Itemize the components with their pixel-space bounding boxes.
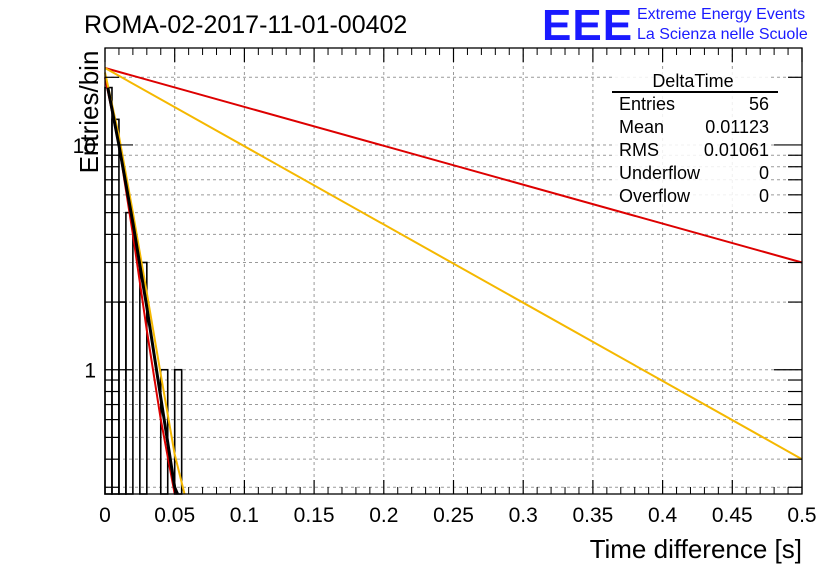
stats-label: Mean xyxy=(619,117,664,137)
histogram-bar xyxy=(104,86,113,495)
y-axis-label: Entries/bin xyxy=(74,51,104,174)
x-tick-label: 0.45 xyxy=(712,504,753,527)
stats-label: Entries xyxy=(619,94,675,114)
x-tick-label: 0 xyxy=(99,504,111,527)
x-tick-label: 0.4 xyxy=(648,504,678,527)
stats-value: 56 xyxy=(749,94,769,114)
run-title: ROMA-02-2017-11-01-00402 xyxy=(84,11,407,39)
histogram-bar xyxy=(118,301,127,495)
stats-value: 0.01061 xyxy=(704,140,769,160)
x-tick-label: 0.05 xyxy=(154,504,195,527)
fit-curve xyxy=(104,67,803,461)
logo-line-1: Extreme Energy Events xyxy=(637,6,805,23)
y-tick-labels: 1 10 xyxy=(73,135,96,383)
x-tick-label: 0.5 xyxy=(787,504,816,527)
stats-label: RMS xyxy=(619,140,659,160)
stats-label: Overflow xyxy=(619,186,691,206)
fit-curve xyxy=(104,72,186,495)
axis-ticks xyxy=(104,48,803,494)
x-axis-label: Time difference [s] xyxy=(590,534,802,564)
x-tick-label: 0.2 xyxy=(369,504,398,527)
stats-box: DeltaTime Entries 56 Mean 0.01123 RMS 0.01061… xyxy=(612,70,778,208)
x-tick-labels: 0 0.05 0.1 0.15 0.2 0.25 0.3 0.35 0.4 0.45 0.5 xyxy=(99,504,816,527)
stats-label: Underflow xyxy=(619,163,701,183)
x-tick-label: 0.15 xyxy=(294,504,335,527)
stats-value: 0 xyxy=(759,163,769,183)
x-tick-label: 0.25 xyxy=(433,504,474,527)
stats-value: 0.01123 xyxy=(705,117,769,137)
x-tick-label: 0.1 xyxy=(230,504,259,527)
histogram-bar xyxy=(125,211,134,495)
x-tick-label: 0.35 xyxy=(572,504,613,527)
y-tick-label: 10 xyxy=(73,135,96,158)
logo-line-2: La Scienza nelle Scuole xyxy=(637,26,808,43)
stats-value: 0 xyxy=(759,186,769,206)
y-tick-label: 1 xyxy=(84,360,96,383)
fit-curve xyxy=(104,67,803,264)
x-tick-label: 0.3 xyxy=(509,504,538,527)
stats-title: DeltaTime xyxy=(652,71,733,91)
eee-logo: EEE xyxy=(542,1,633,50)
